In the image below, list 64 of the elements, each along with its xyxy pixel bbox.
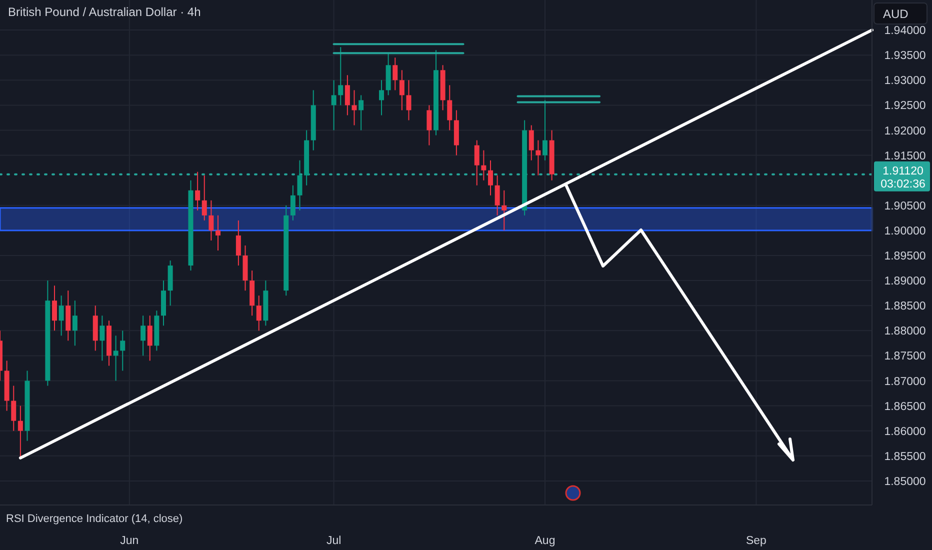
y-tick-label: 1.85500 bbox=[884, 450, 926, 463]
y-tick-label: 1.93500 bbox=[884, 50, 926, 62]
candlestick bbox=[338, 46, 344, 106]
y-tick-label: 1.90000 bbox=[884, 225, 926, 238]
candlestick bbox=[140, 315, 146, 356]
x-tick-label: Sep bbox=[746, 535, 766, 548]
candlestick bbox=[18, 405, 23, 458]
candlestick bbox=[297, 160, 302, 211]
candlestick bbox=[536, 140, 541, 176]
candlestick bbox=[52, 285, 57, 332]
candlestick bbox=[352, 90, 357, 126]
candlestick bbox=[426, 104, 432, 146]
candlestick bbox=[216, 214, 220, 251]
y-tick-label: 1.93000 bbox=[884, 75, 926, 88]
y-tick-label: 1.88000 bbox=[884, 326, 926, 338]
text: RSI Divergence Indicator (14, close) bbox=[6, 512, 183, 525]
x-tick-label: Aug bbox=[534, 535, 556, 548]
candlestick bbox=[474, 140, 480, 186]
y-tick-label: 1.86000 bbox=[884, 426, 926, 438]
candlestick bbox=[392, 57, 398, 91]
candlestick bbox=[502, 190, 507, 231]
candlestick bbox=[399, 70, 404, 111]
candlestick bbox=[358, 94, 364, 131]
y-axis-title: AUD bbox=[883, 7, 909, 22]
y-tick-label: 1.89000 bbox=[884, 276, 926, 288]
candlestick bbox=[72, 300, 78, 346]
candlestick bbox=[331, 80, 336, 131]
y-tick-label: 1.89500 bbox=[884, 250, 926, 263]
candlestick bbox=[58, 295, 64, 336]
candlestick bbox=[195, 171, 200, 211]
y-tick-label: 1.87000 bbox=[884, 376, 926, 388]
candlestick bbox=[256, 295, 262, 332]
text: British Pound / Australian Dollar · 4h bbox=[8, 5, 201, 20]
candlestick bbox=[447, 84, 452, 131]
text: 03:02:36 bbox=[880, 178, 926, 190]
candlestick bbox=[481, 150, 486, 181]
candlestick bbox=[542, 100, 548, 161]
candlestick bbox=[202, 174, 207, 221]
candlestick bbox=[528, 124, 534, 161]
y-tick-label: 1.90500 bbox=[884, 200, 926, 212]
candlestick bbox=[208, 200, 214, 241]
y-tick-label: 1.86500 bbox=[884, 400, 926, 413]
y-tick-label: 1.92500 bbox=[884, 100, 926, 112]
x-tick-label: Jun bbox=[120, 535, 139, 548]
candlestick bbox=[488, 160, 493, 196]
x-tick-label: Jul bbox=[326, 535, 342, 548]
candlestick bbox=[290, 184, 296, 221]
y-tick-label: 1.91500 bbox=[884, 150, 926, 162]
candlestick bbox=[120, 330, 126, 372]
y-tick-label: 1.92000 bbox=[884, 125, 926, 138]
y-tick-label: 1.88500 bbox=[884, 300, 926, 313]
candlestick bbox=[236, 220, 241, 266]
candlestick bbox=[100, 315, 105, 362]
candlestick bbox=[344, 74, 350, 116]
candlestick bbox=[147, 315, 152, 362]
y-tick-label: 1.85000 bbox=[884, 476, 926, 488]
candlestick bbox=[113, 335, 118, 382]
candlestick bbox=[379, 80, 384, 116]
ref-line-label: 1.91120 bbox=[882, 165, 924, 178]
candlestick bbox=[406, 80, 412, 121]
candlestick bbox=[494, 174, 500, 216]
y-tick-label: 1.94000 bbox=[884, 25, 926, 38]
candlestick bbox=[11, 385, 16, 432]
y-tick-label: 1.87500 bbox=[884, 350, 926, 363]
